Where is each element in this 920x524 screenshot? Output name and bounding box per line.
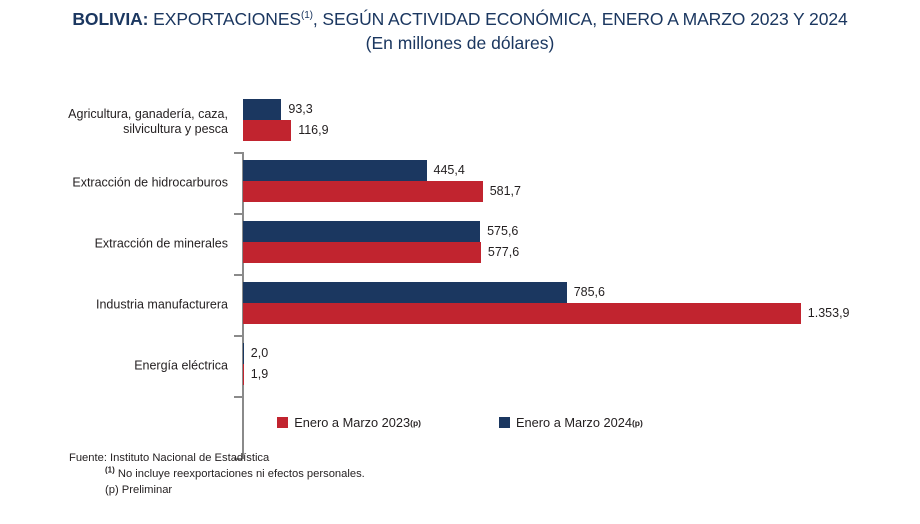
- category-label-hidrocarburos: Extracción de hidrocarburos: [0, 175, 228, 190]
- axis-tick: [234, 213, 242, 215]
- bar-value-2024-minerales: 575,6: [487, 224, 519, 238]
- footnote-note1-text: No incluye reexportaciones ni efectos pe…: [114, 468, 365, 480]
- title-rest-a: EXPORTACIONES: [148, 9, 301, 29]
- bar-pair-2024: 785,6: [243, 282, 850, 303]
- title-superscript: (1): [300, 10, 313, 22]
- bar-value-2024-manufacturera: 785,6: [573, 285, 605, 299]
- bar-value-2024-energia: 2,0: [250, 346, 269, 360]
- legend-swatch-icon-2023: [277, 417, 289, 428]
- bar-pair-2023: 581,7: [243, 181, 521, 202]
- bar-group-agricultura: 93,3 116,9: [243, 99, 329, 141]
- category-label-line: silvicultura y pesca: [123, 121, 228, 136]
- bar-value-2024-hidrocarburos: 445,4: [433, 163, 465, 177]
- bar-2024-agricultura[interactable]: [243, 99, 282, 120]
- chart-title-block: BOLIVIA: EXPORTACIONES(1), SEGÚN ACTIVID…: [0, 0, 920, 55]
- bar-pair-2024: 2,0: [243, 343, 268, 364]
- page-title: BOLIVIA: EXPORTACIONES(1), SEGÚN ACTIVID…: [0, 8, 920, 30]
- axis-tick: [234, 335, 242, 337]
- bar-2024-energia[interactable]: [243, 343, 244, 364]
- chart-category-row: Energía eléctrica 2,0 1,9: [0, 335, 920, 396]
- footnote-source: Fuente: Instituto Nacional de Estadístic…: [69, 452, 270, 464]
- bar-pair-2023: 1.353,9: [243, 303, 850, 324]
- axis-tick: [234, 274, 242, 276]
- legend-item-2023[interactable]: Enero a Marzo 2023 (p): [277, 415, 421, 430]
- chart-category-row: Agricultura, ganadería, caza, silvicultu…: [0, 91, 920, 152]
- category-label-minerales: Extracción de minerales: [0, 236, 228, 251]
- chart-category-row: Industria manufacturera 785,6 1.353,9: [0, 274, 920, 335]
- bar-value-2023-energia: 1,9: [250, 367, 269, 381]
- bar-pair-2023: 1,9: [243, 364, 268, 385]
- category-label-line: Extracción de hidrocarburos: [72, 175, 228, 189]
- bar-2023-energia[interactable]: [243, 364, 244, 385]
- bar-group-hidrocarburos: 445,4 581,7: [243, 160, 521, 202]
- footnote-note2: (p) Preliminar: [105, 484, 173, 496]
- bar-2024-manufacturera[interactable]: [243, 282, 567, 303]
- bar-2023-agricultura[interactable]: [243, 120, 292, 141]
- footnote-note1-superscript: (1): [105, 465, 115, 475]
- legend-label-2023: Enero a Marzo 2023: [294, 415, 411, 430]
- category-label-agricultura: Agricultura, ganadería, caza, silvicultu…: [0, 107, 228, 137]
- bar-pair-2024: 575,6: [243, 221, 519, 242]
- category-label-line: Agricultura, ganadería, caza,: [68, 106, 228, 121]
- chart-subtitle: (En millones de dólares): [365, 33, 555, 53]
- bar-pair-2024: 445,4: [243, 160, 521, 181]
- chart-footnotes: Fuente: Instituto Nacional de Estadístic…: [69, 450, 365, 498]
- axis-tick: [234, 458, 242, 460]
- chart-legend: Enero a Marzo 2023 (p) Enero a Marzo 2024…: [0, 415, 920, 430]
- y-axis-line: [242, 152, 244, 459]
- bar-pair-2023: 577,6: [243, 242, 519, 263]
- legend-label-2024: Enero a Marzo 2024: [516, 415, 632, 430]
- chart-category-row: Extracción de minerales 575,6 577,6: [0, 213, 920, 274]
- bar-group-manufacturera: 785,6 1.353,9: [243, 282, 850, 324]
- category-label-manufacturera: Industria manufacturera: [0, 297, 228, 312]
- bar-pair-2023: 116,9: [243, 120, 329, 141]
- bar-value-2023-minerales: 577,6: [487, 245, 520, 259]
- category-label-line: Industria manufacturera: [95, 297, 228, 311]
- chart-plot-area: Agricultura, ganadería, caza, silvicultu…: [0, 70, 920, 460]
- legend-item-2024[interactable]: Enero a Marzo 2024 (p): [499, 415, 643, 430]
- title-lead: BOLIVIA:: [72, 9, 149, 29]
- footnote-note1: (1) No incluye reexportaciones ni efecto…: [69, 466, 365, 482]
- bar-pair-2024: 93,3: [243, 99, 329, 120]
- category-label-line: Extracción de minerales: [94, 236, 228, 250]
- bar-group-energia: 2,0 1,9: [243, 343, 268, 385]
- bar-value-2023-manufacturera: 1.353,9: [807, 306, 850, 320]
- axis-tick: [234, 152, 242, 154]
- bar-value-2023-hidrocarburos: 581,7: [489, 184, 521, 198]
- bar-2024-hidrocarburos[interactable]: [243, 160, 427, 181]
- bar-value-2023-agricultura: 116,9: [298, 123, 329, 137]
- bar-group-minerales: 575,6 577,6: [243, 221, 519, 263]
- bar-2023-hidrocarburos[interactable]: [243, 181, 483, 202]
- title-rest-b: , SEGÚN ACTIVIDAD ECONÓMICA, ENERO A MAR…: [312, 9, 848, 29]
- category-label-energia: Energía eléctrica: [0, 358, 228, 373]
- chart-category-row: Extracción de hidrocarburos 445,4 581,7: [0, 152, 920, 213]
- legend-swatch-icon-2024: [499, 417, 510, 428]
- bar-2023-minerales[interactable]: [243, 242, 481, 263]
- bar-value-2024-agricultura: 93,3: [288, 102, 313, 116]
- axis-tick: [234, 396, 242, 398]
- bar-2024-minerales[interactable]: [243, 221, 481, 242]
- category-label-line: Energía eléctrica: [134, 358, 228, 372]
- bar-2023-manufacturera[interactable]: [243, 303, 801, 324]
